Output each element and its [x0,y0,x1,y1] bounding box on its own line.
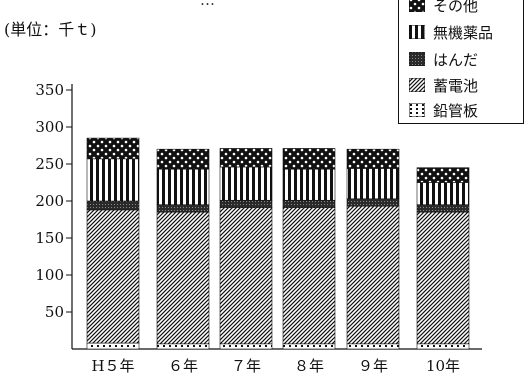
bar-segment-other [346,148,400,169]
legend-swatch-pipe [409,103,425,117]
bar-segment-pipe [282,343,336,350]
legend-item-batt: 蓄電池 [409,75,478,95]
legend-swatch-batt [409,78,425,92]
bar-segment-other [282,148,336,170]
x-tick-label: ９年 [358,357,388,375]
bar-segment-solder [346,198,400,207]
bar-segment-solder [156,204,210,213]
legend-label-pipe: 鉛管板 [433,101,479,120]
y-tick-label: 100 [35,266,64,284]
bar-segment-pipe [86,342,140,350]
bar-segment-solder [219,199,273,208]
bar-segment-pipe [416,343,470,350]
bar-segment-chem [282,168,336,201]
y-tick-label: 350 [35,81,64,99]
bar-segment-batt [219,207,273,345]
chart-title-fragment: … [200,0,215,9]
bar-segment-other [86,137,140,160]
legend-label-solder: はんだ [433,50,479,69]
legend-label-other: その他 [433,0,479,15]
bar-segment-batt [86,209,140,344]
legend-item-other: その他 [409,0,478,15]
legend-swatch-other [409,0,425,12]
legend-swatch-chem [409,25,425,39]
bar-segment-other [416,167,470,183]
x-tick-label: ７年 [231,357,261,375]
tick-labels: 50 100 150 200 250 300 350 H５年 ６年 ７年 ８年 ９年 10年 [35,81,460,375]
y-tick-label: 250 [35,155,64,173]
legend: その他 無機薬品 はんだ 蓄電池 鉛管板 [398,0,524,124]
bar-segment-solder [86,200,140,211]
x-tick-label: H５年 [91,357,134,375]
bar-segment-pipe [346,343,400,350]
bar-segment-pipe [219,343,273,350]
bar-segment-batt [282,207,336,345]
y-tick-label: 150 [35,229,64,247]
bar-segment-solder [282,199,336,208]
bar-segment-other [219,148,273,168]
bar-segment-chem [219,166,273,201]
bar-segment-solder [416,204,470,213]
legend-swatch-solder [409,52,425,66]
bar-segment-chem [416,182,470,206]
legend-item-pipe: 鉛管板 [409,100,478,120]
bar-segment-chem [156,168,210,205]
y-tick-label: 300 [35,118,64,136]
x-tick-label: 10年 [426,357,460,375]
legend-item-chem: 無機薬品 [409,22,493,42]
bars [86,137,470,350]
x-tick-label: ６年 [168,357,198,375]
bar-segment-chem [346,168,400,200]
unit-label: (単位：千ｔ) [4,20,97,39]
legend-label-chem: 無機薬品 [433,23,494,42]
bar-segment-chem [86,158,140,202]
legend-label-batt: 蓄電池 [433,76,479,95]
bar-segment-batt [346,205,400,345]
y-tick-label: 200 [35,192,64,210]
y-tick-label: 50 [45,303,64,321]
bar-segment-batt [416,211,470,345]
axes [66,84,482,350]
bar-segment-batt [156,211,210,345]
bar-segment-other [156,148,210,170]
x-tick-label: ８年 [294,357,324,375]
legend-item-solder: はんだ [409,49,478,69]
bar-segment-pipe [156,343,210,350]
